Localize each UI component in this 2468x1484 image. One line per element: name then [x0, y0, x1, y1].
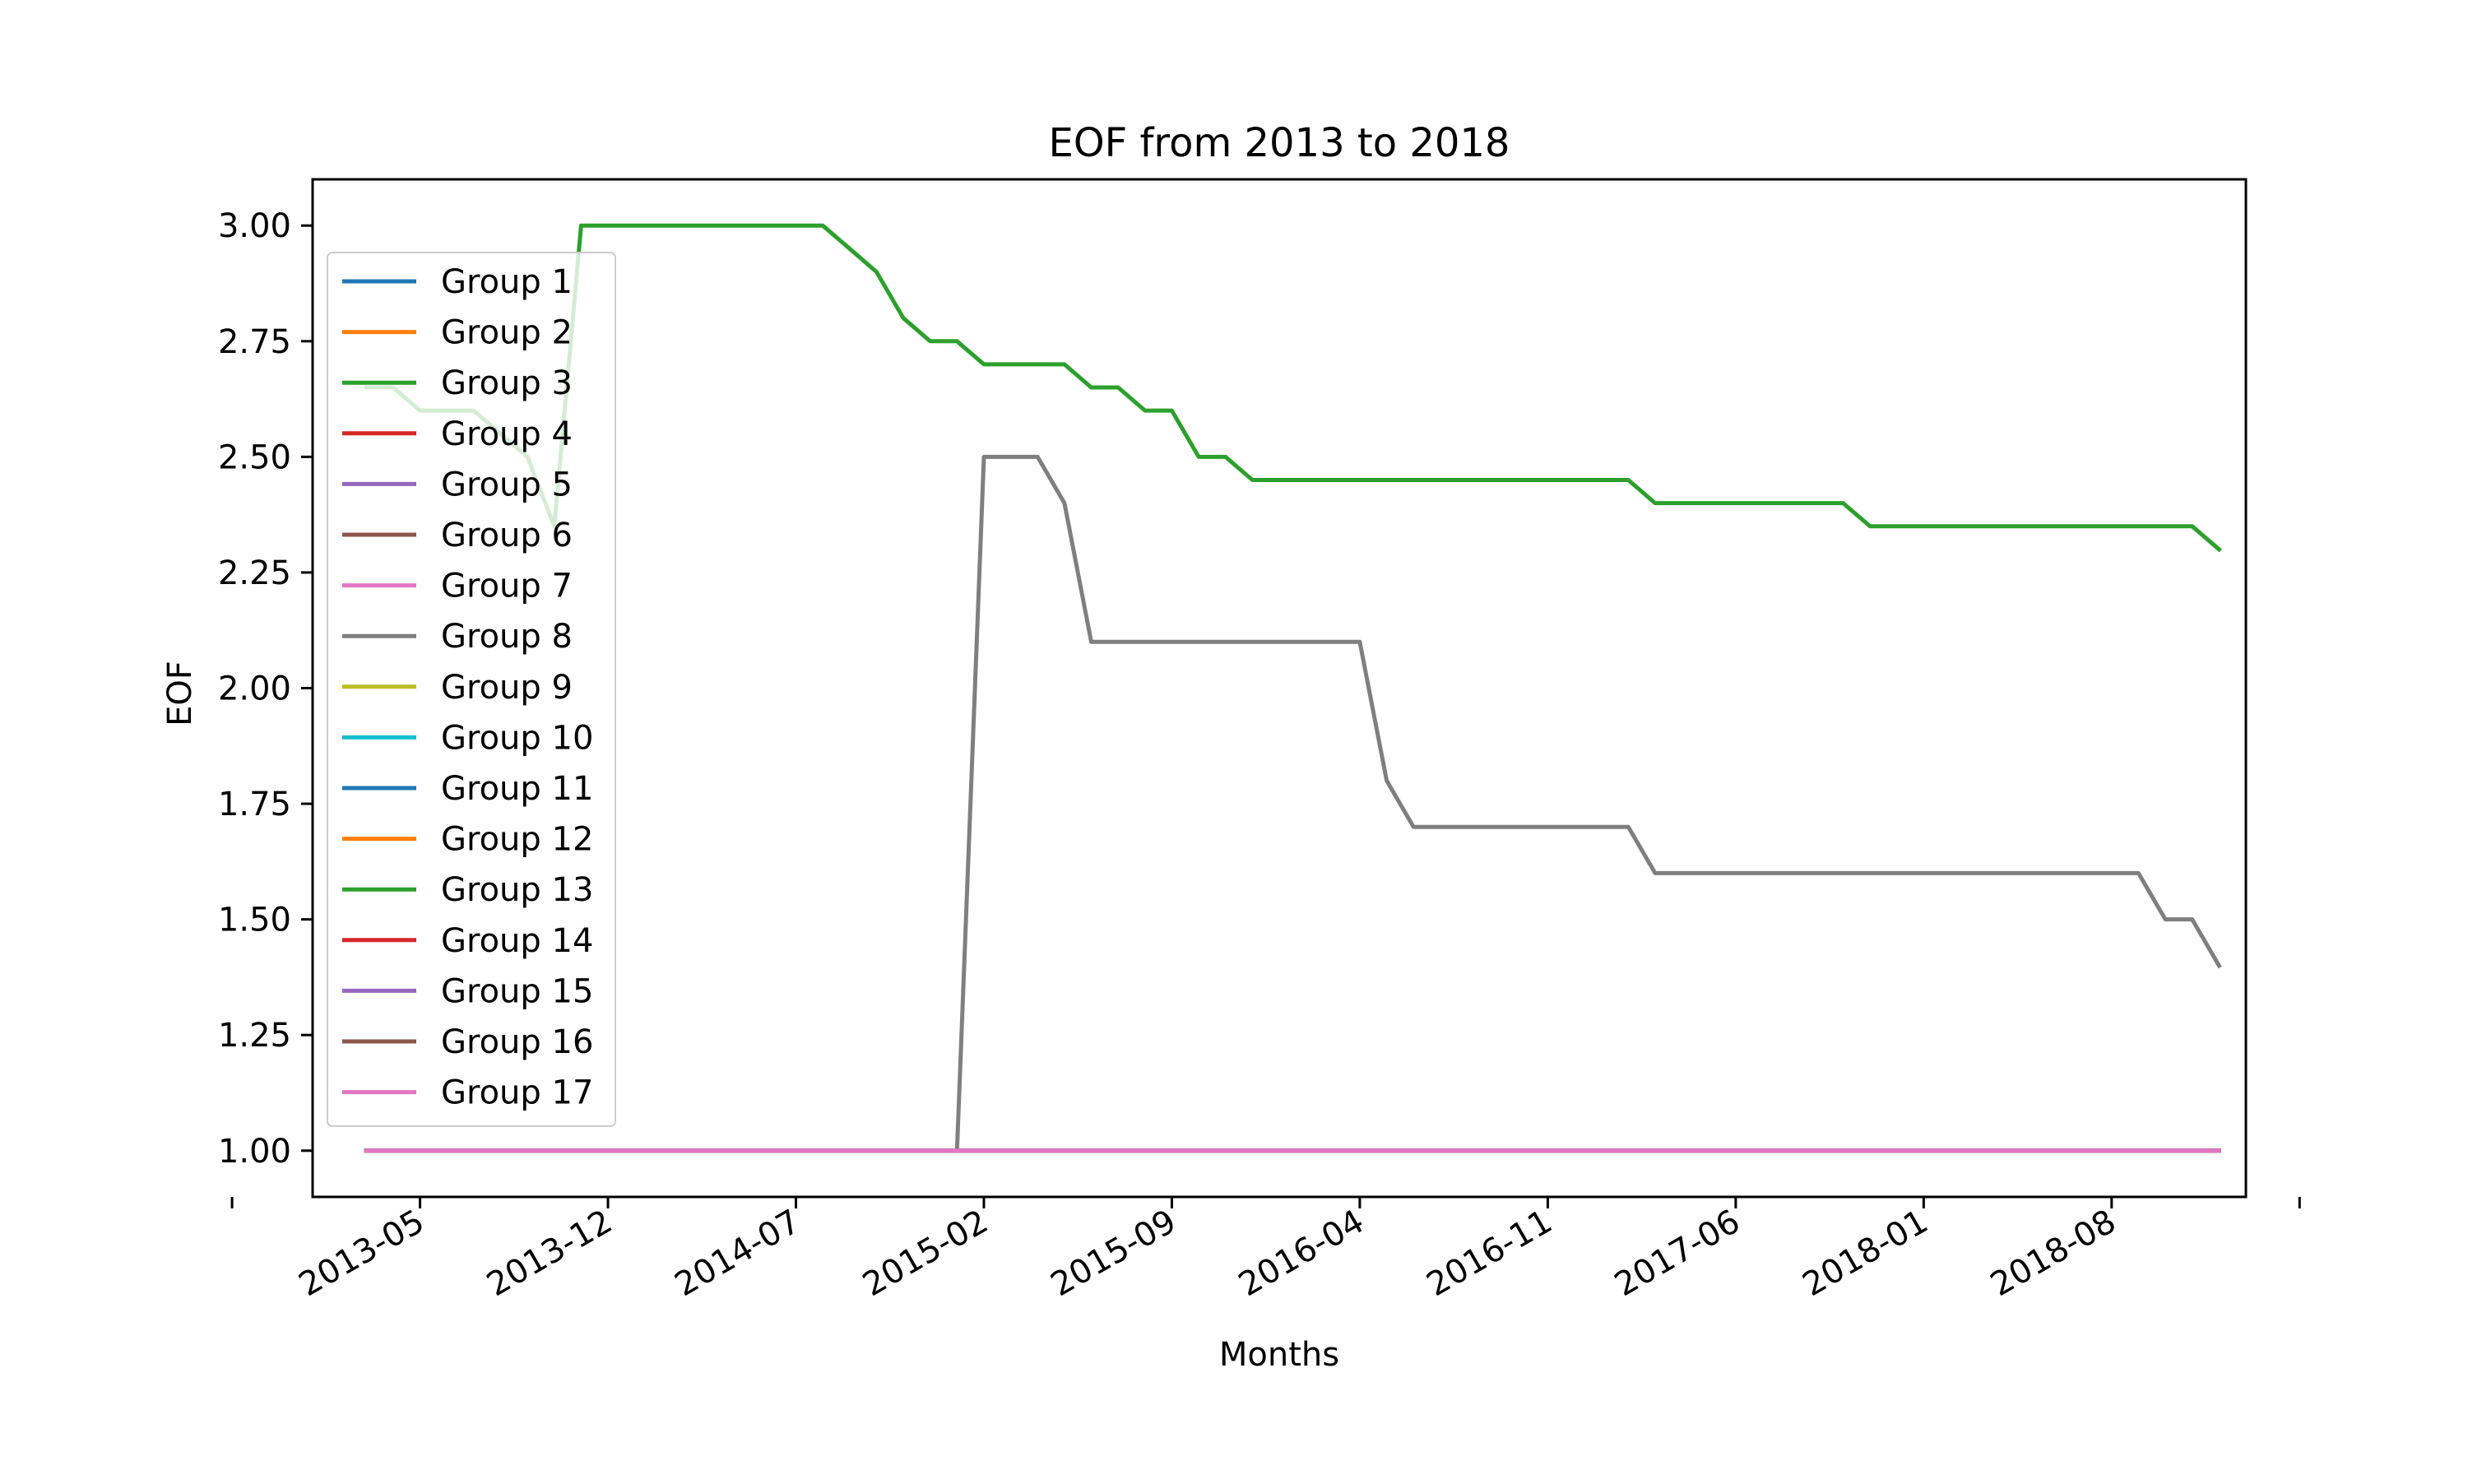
legend-label: Group 10: [441, 719, 593, 757]
y-tick-label: 2.75: [218, 323, 291, 361]
legend-label: Group 7: [441, 568, 573, 605]
legend-label: Group 8: [441, 618, 573, 656]
legend-label: Group 15: [441, 972, 593, 1010]
y-tick-label: 1.50: [218, 902, 291, 939]
legend-label: Group 2: [441, 314, 573, 352]
legend-label: Group 16: [441, 1023, 593, 1061]
y-tick-label: 3.00: [218, 207, 291, 245]
y-tick-label: 1.25: [218, 1017, 291, 1055]
legend-label: Group 5: [441, 466, 573, 503]
legend-label: Group 12: [441, 821, 593, 859]
legend: Group 1 Group 2 Group 3 Group 4 Group 5 Group…: [327, 252, 616, 1127]
y-tick-label: 1.00: [218, 1133, 291, 1171]
legend-label: Group 6: [441, 517, 573, 554]
legend-box: [327, 252, 616, 1127]
x-axis-label: Months: [1219, 1336, 1339, 1374]
y-tick-label: 2.25: [218, 554, 291, 592]
legend-label: Group 11: [441, 770, 593, 808]
y-tick-label: 2.50: [218, 438, 291, 476]
legend-label: Group 3: [441, 364, 573, 402]
series-layer: [364, 223, 2222, 1153]
chart-title: EOF from 2013 to 2018: [1049, 120, 1510, 166]
legend-label: Group 1: [441, 263, 573, 301]
legend-label: Group 14: [441, 922, 593, 960]
series-line-group-3: [364, 223, 2222, 553]
legend-label: Group 9: [441, 669, 573, 707]
legend-label: Group 13: [441, 871, 593, 909]
y-axis-label: EOF: [161, 661, 199, 726]
legend-label: Group 4: [441, 415, 573, 453]
legend-label: Group 17: [441, 1074, 593, 1112]
y-tick-label: 1.75: [218, 786, 291, 823]
y-tick-label: 2.00: [218, 670, 291, 708]
